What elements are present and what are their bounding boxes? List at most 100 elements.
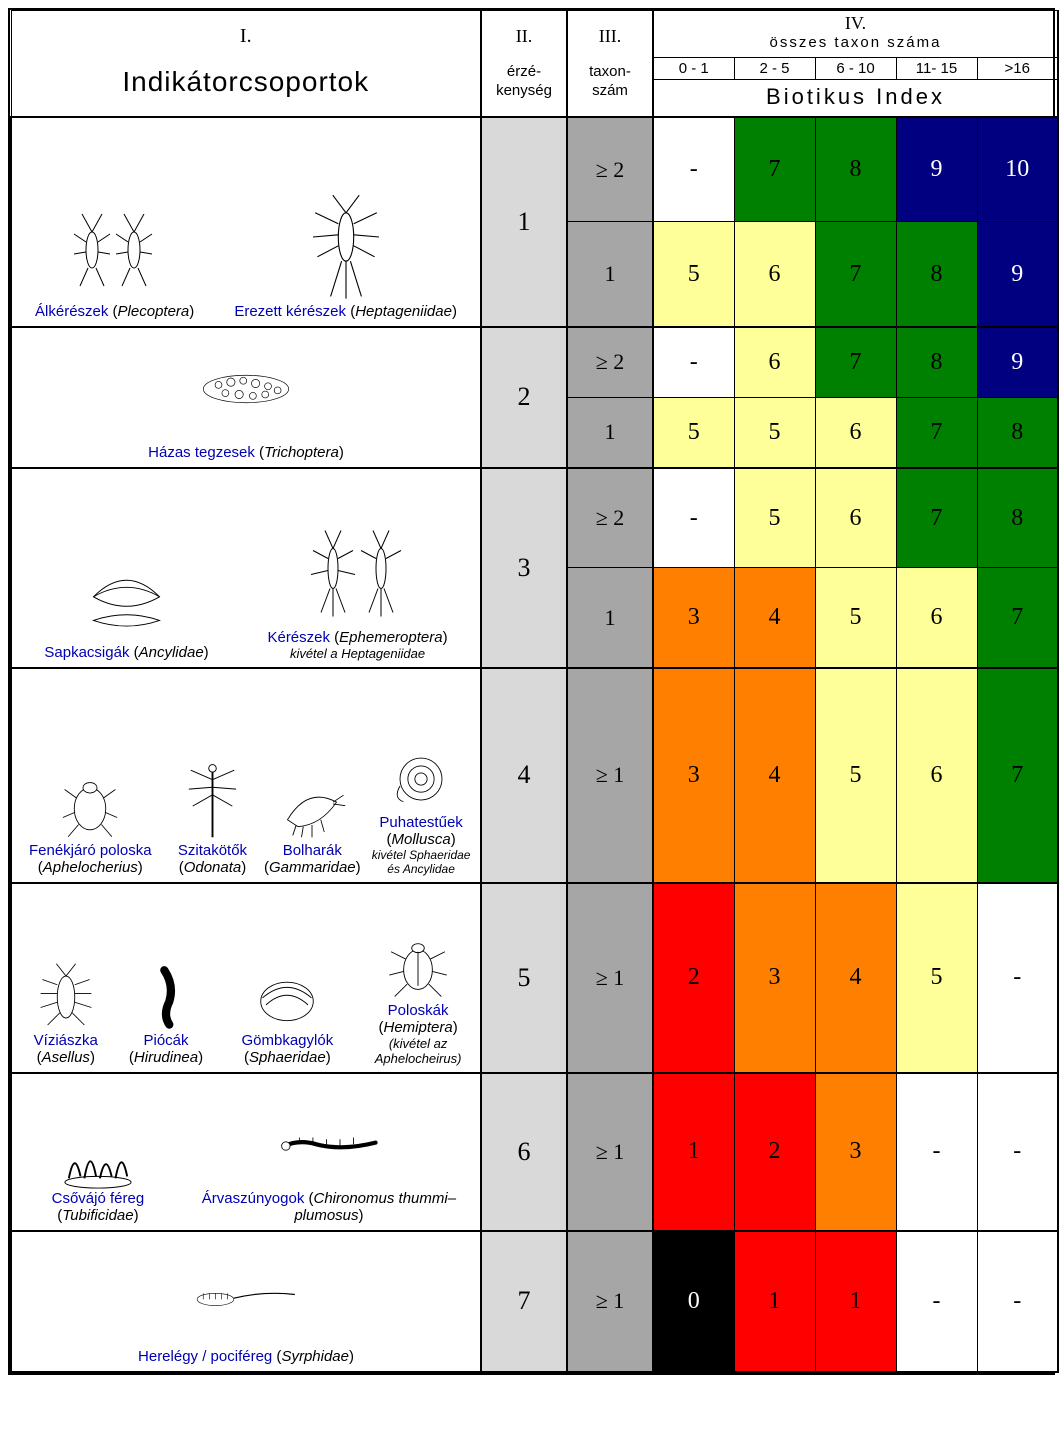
organism: Szitakötők (Odonata)	[169, 757, 257, 876]
damselfly-icon	[170, 757, 255, 842]
mayfly-flat-icon	[291, 193, 401, 303]
organism: Kérészek (Ephemeroptera)kivétel a Heptag…	[267, 519, 447, 661]
index-cell: 5	[815, 668, 896, 883]
range-1: 2 - 5	[734, 57, 815, 79]
tubifex-icon	[63, 1120, 133, 1190]
asellus-icon	[31, 962, 101, 1032]
index-cell: 7	[977, 568, 1058, 668]
organism-label: Csővájó féreg (Tubificidae)	[18, 1190, 178, 1224]
biotic-index-label: Biotikus Index	[653, 79, 1058, 117]
index-cell: 9	[977, 222, 1058, 327]
indicator-group-6: Csővájó féreg (Tubificidae) Árvaszúnyogo…	[11, 1073, 481, 1231]
index-cell: -	[977, 1231, 1058, 1372]
indicator-group-5: Víziászka (Asellus) Piócák (Hirudinea) G…	[11, 883, 481, 1073]
header-col1: I. Indikátorcsoportok	[11, 11, 481, 117]
col2-roman: II.	[486, 26, 562, 47]
index-cell: 7	[896, 397, 977, 468]
organism-label: Házas tegzesek (Trichoptera)	[148, 444, 344, 461]
organism-label: Álkérészek (Plecoptera)	[35, 303, 194, 320]
col3-roman: III.	[572, 26, 648, 47]
index-cell: -	[977, 1073, 1058, 1231]
col1-title: Indikátorcsoportok	[20, 66, 473, 98]
organism-label: Kérészek (Ephemeroptera)kivétel a Heptag…	[267, 629, 447, 661]
limpet-icon	[84, 559, 169, 644]
index-cell: 0	[653, 1231, 734, 1372]
indicator-group-1: Álkérészek (Plecoptera) Erezett kérészek…	[11, 117, 481, 327]
header-col4: IV. összes taxon száma	[653, 11, 1058, 58]
organism: Piócák (Hirudinea)	[120, 962, 213, 1066]
organism: Házas tegzesek (Trichoptera)	[148, 334, 344, 461]
index-cell: -	[653, 327, 734, 398]
header-col3: III. taxon- szám	[567, 11, 653, 117]
organism-label: Szitakötők (Odonata)	[169, 842, 257, 876]
organism: Sapkacsigák (Ancylidae)	[44, 559, 208, 661]
gammarus-icon	[277, 772, 347, 842]
index-cell: 1	[815, 1231, 896, 1372]
organism-label: Gömbkagylók (Sphaeridae)	[219, 1032, 357, 1066]
index-cell: 4	[815, 883, 896, 1073]
clam-icon	[252, 962, 322, 1032]
index-cell: 5	[653, 397, 734, 468]
index-cell: 1	[734, 1231, 815, 1372]
leech-icon	[131, 962, 201, 1032]
range-2: 6 - 10	[815, 57, 896, 79]
index-cell: 8	[896, 222, 977, 327]
waterbug-icon	[55, 772, 125, 842]
mayfly-icon	[303, 519, 413, 629]
organism-label: Herelégy / pociféreg (Syrphidae)	[138, 1348, 354, 1365]
col4-roman: IV.	[654, 13, 1057, 34]
index-cell: -	[896, 1231, 977, 1372]
index-cell: 5	[734, 397, 815, 468]
taxon-count: ≥ 2	[567, 468, 653, 568]
index-cell: 6	[734, 222, 815, 327]
index-cell: 7	[896, 468, 977, 568]
index-cell: 5	[815, 568, 896, 668]
taxon-count: 1	[567, 568, 653, 668]
sensitivity-value: 4	[481, 668, 567, 883]
taxon-count: 1	[567, 222, 653, 327]
index-cell: 8	[977, 397, 1058, 468]
caddis-case-icon	[191, 334, 301, 444]
organism: Herelégy / pociféreg (Syrphidae)	[138, 1238, 354, 1365]
organism-label: Bolharák (Gammaridae)	[262, 842, 362, 876]
index-cell: 3	[734, 883, 815, 1073]
col3-label: taxon- szám	[572, 63, 648, 101]
sensitivity-value: 7	[481, 1231, 567, 1372]
organism-label: Sapkacsigák (Ancylidae)	[44, 644, 208, 661]
index-cell: 4	[734, 668, 815, 883]
range-4: >16	[977, 57, 1058, 79]
organism: Gömbkagylók (Sphaeridae)	[219, 962, 357, 1066]
index-cell: 6	[896, 568, 977, 668]
sensitivity-value: 3	[481, 468, 567, 668]
header-col2: II. érzé- kenység	[481, 11, 567, 117]
hemiptera-icon	[383, 932, 453, 1002]
index-cell: 8	[977, 468, 1058, 568]
index-cell: 3	[653, 668, 734, 883]
index-cell: 5	[734, 468, 815, 568]
chironomus-icon	[274, 1080, 384, 1190]
sensitivity-value: 5	[481, 883, 567, 1073]
index-cell: 6	[734, 327, 815, 398]
index-cell: 4	[734, 568, 815, 668]
taxon-count: ≥ 1	[567, 883, 653, 1073]
index-cell: -	[977, 883, 1058, 1073]
snail-icon	[386, 744, 456, 814]
sensitivity-value: 2	[481, 327, 567, 468]
index-cell: 6	[815, 468, 896, 568]
sensitivity-value: 1	[481, 117, 567, 327]
organism: Bolharák (Gammaridae)	[262, 772, 362, 876]
organism: Fenékjáró poloska (Aphelocherius)	[18, 772, 163, 876]
col2-label: érzé- kenység	[486, 63, 562, 101]
indicator-group-3: Sapkacsigák (Ancylidae) Kérészek (Epheme…	[11, 468, 481, 668]
index-cell: 1	[653, 1073, 734, 1231]
indicator-group-4: Fenékjáró poloska (Aphelocherius) Szitak…	[11, 668, 481, 883]
taxon-count: ≥ 1	[567, 1073, 653, 1231]
index-cell: 3	[815, 1073, 896, 1231]
organism-label: Puhatestűek (Mollusca)kivétel Sphaeridae…	[368, 814, 474, 876]
organism: Víziászka (Asellus)	[18, 962, 114, 1066]
taxon-count: ≥ 1	[567, 668, 653, 883]
index-cell: 7	[815, 327, 896, 398]
index-cell: 2	[653, 883, 734, 1073]
taxon-count: ≥ 1	[567, 1231, 653, 1372]
organism: Árvaszúnyogok (Chironomus thummi–plumosu…	[184, 1080, 474, 1224]
